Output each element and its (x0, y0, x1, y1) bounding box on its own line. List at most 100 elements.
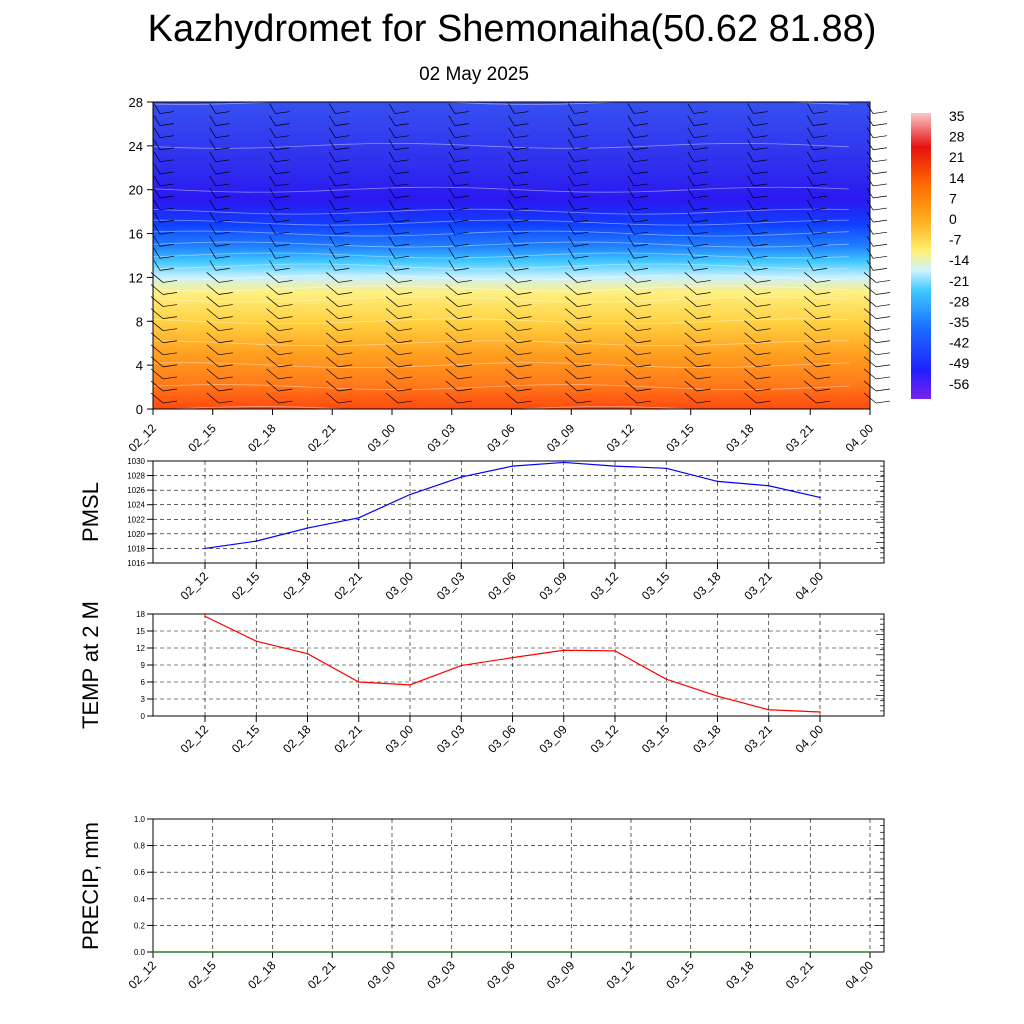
wind-barb (574, 159, 589, 163)
wind-barb (684, 272, 697, 283)
wind-barb (448, 260, 456, 271)
wind-barb (275, 183, 290, 187)
wind-barb (514, 135, 529, 139)
wind-barb (338, 352, 353, 356)
x-tick-label: 04_00 (843, 421, 877, 455)
wind-barb (806, 236, 814, 247)
wind-barb (394, 207, 410, 211)
wind-barb (215, 219, 230, 223)
wind-barb (335, 231, 350, 235)
wind-barb (269, 139, 276, 150)
wind-barb (218, 328, 233, 332)
data-point (306, 527, 309, 529)
temperature-contour (152, 318, 850, 325)
wind-barb (813, 111, 828, 114)
wind-barb (209, 151, 217, 163)
data-point (357, 517, 360, 519)
wind-barb (633, 195, 649, 199)
wind-barb (508, 248, 515, 259)
temperature-contour (152, 99, 850, 105)
wind-barb (508, 260, 515, 271)
wind-barb (508, 103, 515, 114)
wind-barb (385, 344, 399, 356)
wind-barb (565, 344, 578, 356)
wind-barb (577, 292, 592, 295)
wind-barb (215, 171, 230, 175)
wind-barb (153, 115, 161, 126)
wind-barb (162, 292, 178, 295)
wind-barb (747, 151, 754, 163)
wind-barb (328, 248, 336, 259)
data-point (409, 684, 411, 686)
wind-barb (266, 272, 279, 283)
wind-barb (624, 368, 638, 380)
wind-barb (269, 187, 276, 199)
wind-barb (633, 123, 649, 126)
y-tick-label: 20 (129, 183, 143, 198)
x-tick-label: 03_15 (663, 421, 697, 455)
wind-barb (275, 231, 290, 235)
temperature-contour (152, 285, 850, 292)
wind-barb (517, 292, 532, 295)
wind-barb (448, 211, 456, 223)
wind-barb (872, 135, 888, 139)
wind-barb (215, 231, 230, 235)
wind-barb (636, 292, 652, 295)
wind-barb (388, 187, 396, 199)
wind-barb (696, 376, 711, 380)
wind-barb (505, 272, 518, 283)
wind-barb (633, 268, 649, 271)
wind-barb (388, 248, 396, 259)
wind-barb (454, 123, 469, 126)
wind-barb (218, 352, 233, 356)
wind-barb (627, 115, 635, 126)
wind-barb (565, 284, 578, 295)
wind-barb (328, 115, 336, 126)
wind-barb (813, 195, 828, 199)
wind-barb (693, 111, 708, 114)
wind-barb (153, 199, 161, 211)
wind-barb (218, 388, 233, 392)
wind-barb (804, 308, 817, 319)
wind-barb (567, 199, 575, 211)
wind-barb (335, 243, 350, 247)
wind-barb (756, 400, 771, 404)
wind-barb (806, 211, 814, 223)
x-tick-label: 02_15 (229, 569, 263, 603)
wind-barb (636, 364, 652, 368)
wind-barb (517, 280, 532, 283)
wind-barb (636, 400, 652, 404)
wind-barb (328, 211, 336, 223)
wind-barb (633, 147, 649, 151)
wind-barb (397, 304, 413, 307)
temperature-field (153, 102, 870, 409)
wind-barb (269, 127, 276, 138)
wind-barb (514, 231, 529, 235)
wind-barb (567, 248, 575, 259)
wind-barb (266, 392, 279, 404)
wind-barb (162, 364, 178, 368)
x-tick-label: 03_06 (485, 722, 519, 756)
y-tick-label: 28 (129, 95, 143, 110)
wind-barb (574, 268, 589, 271)
wind-barb (278, 316, 293, 319)
wind-barb (266, 368, 279, 380)
wind-barb (744, 272, 757, 283)
wind-barb (747, 127, 754, 138)
wind-barb (514, 207, 529, 211)
wind-barb (567, 175, 575, 187)
temperature-contour (152, 208, 850, 215)
wind-barb (872, 268, 888, 271)
wind-barb (215, 183, 230, 187)
wind-barb (813, 268, 828, 271)
x-tick-label: 02_21 (305, 421, 339, 455)
wind-barb (338, 280, 353, 283)
wind-barb (508, 151, 515, 163)
wind-barb (753, 255, 768, 259)
wind-barb (278, 352, 293, 356)
wind-barb (753, 195, 768, 199)
wind-barb (338, 400, 353, 404)
data-point (614, 650, 616, 652)
wind-barb (806, 151, 814, 163)
